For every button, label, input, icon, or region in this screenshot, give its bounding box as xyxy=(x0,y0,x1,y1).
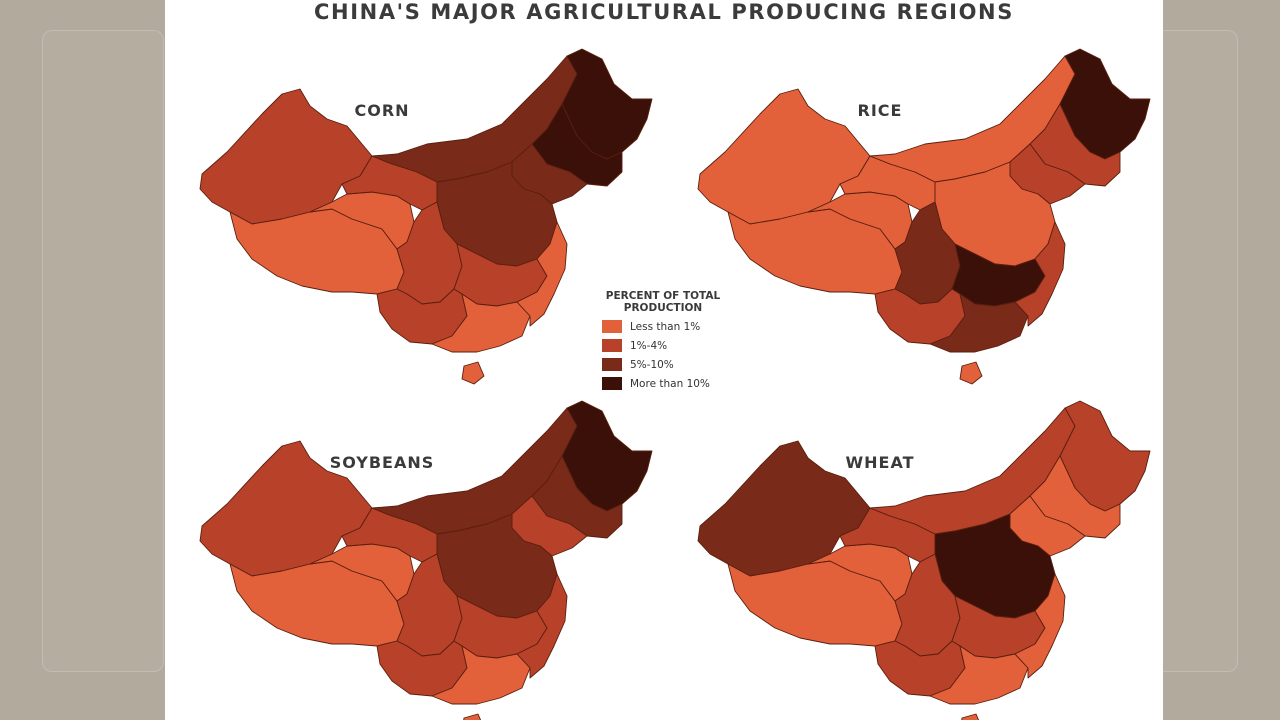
legend-label: 1%-4% xyxy=(630,339,668,352)
background-panel-left xyxy=(42,30,164,672)
region-hainan xyxy=(463,713,482,720)
legend-item: 1%-4% xyxy=(602,339,752,352)
legend-swatch xyxy=(602,339,622,352)
legend-swatch xyxy=(602,358,622,371)
map-rice: RICE xyxy=(697,48,1151,385)
region-hainan xyxy=(961,713,980,720)
region-hainan xyxy=(959,361,983,385)
map-corn: CORN xyxy=(199,48,653,385)
region-southeast-coast xyxy=(1014,221,1066,327)
legend-item: Less than 1% xyxy=(602,320,752,333)
region-southeast-coast xyxy=(516,573,568,679)
map-title: CORN xyxy=(354,101,409,120)
page-title: CHINA'S MAJOR AGRICULTURAL PRODUCING REG… xyxy=(314,0,1014,24)
region-hainan xyxy=(461,361,485,385)
legend-label: More than 10% xyxy=(630,377,710,390)
region-southeast-coast xyxy=(1014,573,1066,679)
map-title: RICE xyxy=(858,101,903,120)
map-soybeans: SOYBEANS xyxy=(199,400,653,720)
legend-swatch xyxy=(602,377,622,390)
map-title: WHEAT xyxy=(845,453,914,472)
legend: PERCENT OF TOTAL PRODUCTION Less than 1%… xyxy=(602,290,752,390)
slide: CHINA'S MAJOR AGRICULTURAL PRODUCING REG… xyxy=(165,0,1163,720)
legend-title: PERCENT OF TOTAL PRODUCTION xyxy=(605,290,721,314)
legend-label: 5%-10% xyxy=(630,358,674,371)
legend-item: 5%-10% xyxy=(602,358,752,371)
map-wheat: WHEAT xyxy=(697,400,1151,720)
region-southeast-coast xyxy=(516,221,568,327)
legend-item: More than 10% xyxy=(602,377,752,390)
map-title: SOYBEANS xyxy=(330,453,435,472)
legend-swatch xyxy=(602,320,622,333)
legend-label: Less than 1% xyxy=(630,320,701,333)
